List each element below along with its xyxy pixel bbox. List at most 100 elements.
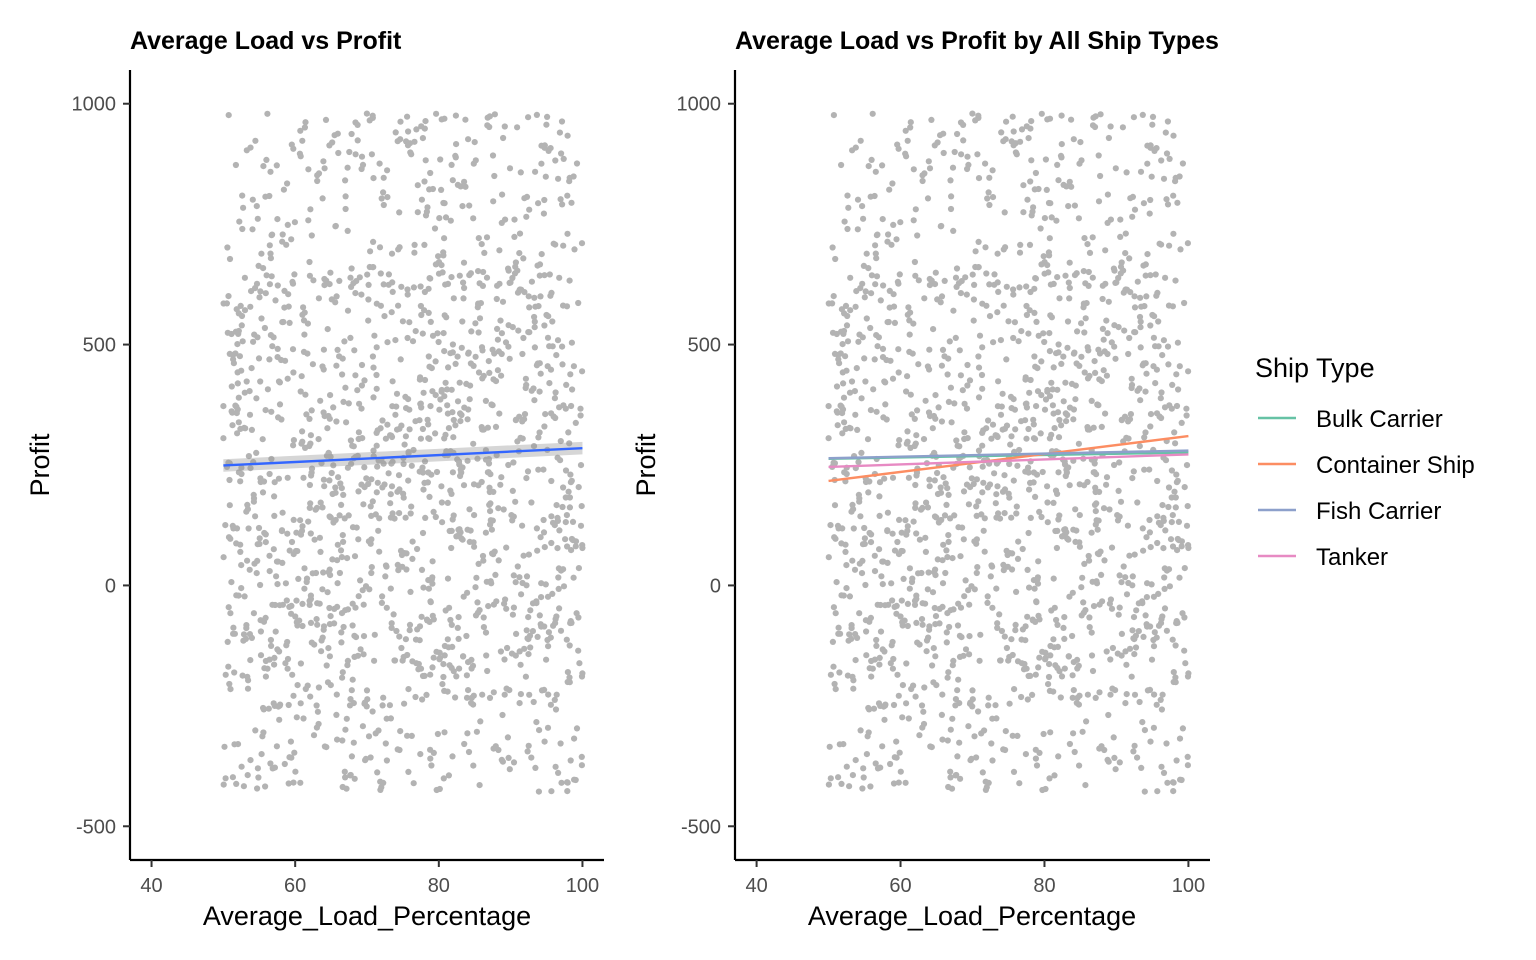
scatter-point: [490, 198, 497, 205]
scatter-point: [1159, 352, 1166, 359]
scatter-point: [826, 743, 833, 750]
scatter-point: [340, 538, 347, 546]
scatter-point: [876, 654, 883, 662]
scatter-point: [556, 527, 563, 534]
scatter-point: [418, 123, 425, 130]
scatter-point: [392, 129, 399, 136]
scatter-point: [237, 478, 244, 485]
scatter-point: [848, 378, 856, 385]
scatter-point: [931, 604, 938, 612]
scatter-point: [449, 177, 456, 184]
scatter-point: [249, 196, 256, 203]
scatter-point: [1115, 611, 1122, 618]
scatter-point: [370, 238, 377, 245]
scatter-point: [327, 613, 334, 620]
scatter-point: [895, 779, 902, 786]
scatter-point: [450, 416, 457, 424]
scatter-point: [1131, 304, 1139, 311]
scatter-point: [1106, 506, 1113, 513]
scatter-point: [1157, 395, 1164, 402]
scatter-point: [494, 325, 501, 332]
scatter-point: [262, 673, 269, 680]
scatter-point: [379, 593, 386, 600]
scatter-point: [454, 456, 461, 463]
scatter-point: [297, 779, 304, 786]
scatter-point: [507, 279, 514, 286]
scatter-point: [850, 525, 857, 532]
scatter-point: [981, 727, 988, 734]
scatter-point: [1088, 629, 1095, 636]
scatter-point: [844, 312, 851, 320]
scatter-point: [400, 490, 407, 497]
scatter-point: [384, 194, 391, 201]
scatter-point: [474, 304, 481, 311]
scatter-point: [1150, 643, 1158, 650]
scatter-point: [267, 255, 274, 262]
scatter-point: [274, 216, 281, 223]
scatter-point: [441, 435, 448, 442]
scatter-point: [1118, 579, 1125, 586]
scatter-point: [225, 293, 232, 300]
scatter-point: [289, 346, 297, 353]
scatter-point: [396, 746, 403, 754]
scatter-point: [349, 676, 356, 683]
scatter-point: [389, 279, 396, 286]
scatter-point: [475, 560, 482, 568]
scatter-point: [1140, 360, 1147, 367]
scatter-point: [1165, 302, 1173, 309]
scatter-point: [537, 621, 544, 628]
scatter-point: [466, 506, 473, 513]
scatter-point: [1116, 459, 1123, 466]
scatter-point: [888, 580, 895, 587]
scatter-point: [261, 529, 268, 537]
scatter-point: [559, 343, 566, 350]
scatter-point: [525, 551, 533, 558]
scatter-point: [373, 385, 380, 392]
scatter-point: [255, 355, 263, 362]
scatter-point: [1008, 636, 1015, 643]
scatter-point: [235, 327, 242, 335]
scatter-point: [1140, 633, 1147, 641]
scatter-point: [1102, 410, 1109, 417]
scatter-point: [922, 600, 929, 607]
scatter-point: [403, 550, 410, 557]
scatter-point: [499, 758, 506, 765]
scatter-point: [385, 271, 392, 278]
scatter-point: [337, 547, 345, 554]
scatter-point: [324, 679, 332, 686]
scatter-point: [1164, 201, 1172, 208]
scatter-point: [980, 479, 987, 486]
scatter-point: [839, 369, 846, 376]
scatter-point: [1161, 605, 1169, 612]
scatter-point: [975, 238, 982, 245]
scatter-point: [421, 307, 428, 314]
scatter-point: [371, 657, 378, 664]
x-tick-label: 40: [745, 875, 767, 897]
scatter-point: [1025, 425, 1032, 433]
scatter-point: [406, 627, 413, 634]
scatter-point: [1066, 178, 1073, 185]
scatter-point: [1003, 283, 1010, 290]
scatter-point: [994, 483, 1001, 490]
scatter-point: [1164, 343, 1172, 350]
scatter-point: [1176, 574, 1183, 581]
scatter-point: [250, 495, 258, 502]
scatter-point: [257, 652, 265, 659]
scatter-point: [951, 148, 958, 156]
scatter-point: [1038, 392, 1045, 399]
scatter-point: [405, 768, 412, 776]
scatter-point: [945, 398, 953, 405]
scatter-point: [1010, 768, 1018, 776]
scatter-point: [566, 642, 573, 649]
scatter-point: [560, 583, 568, 590]
scatter-point: [499, 191, 506, 198]
scatter-point: [284, 180, 291, 187]
scatter-point: [994, 624, 1001, 632]
scatter-point: [449, 341, 456, 348]
scatter-point: [864, 436, 872, 443]
scatter-point: [987, 573, 994, 580]
scatter-point: [829, 244, 836, 251]
scatter-point: [228, 383, 235, 390]
scatter-point: [379, 484, 386, 491]
scatter-point: [323, 662, 330, 669]
